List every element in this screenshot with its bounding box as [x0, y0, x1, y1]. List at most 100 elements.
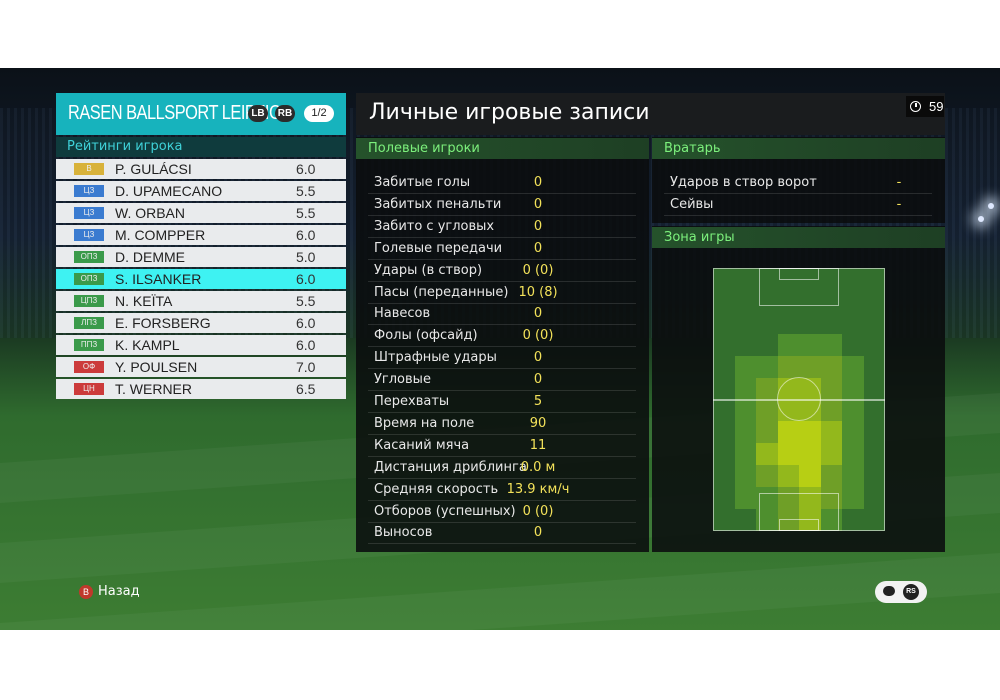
heatmap-cell [863, 268, 885, 291]
heatmap-cell [842, 509, 864, 531]
heatmap-cell [713, 443, 735, 466]
team-header: RASEN BALLSPORT LEIPZIG LB RB 1/2 [56, 93, 346, 135]
stat-label: Выносов [374, 525, 433, 541]
heatmap-cell [713, 355, 735, 379]
chat-rs-button[interactable]: RS [875, 581, 927, 603]
rb-button-icon[interactable]: RB [275, 105, 295, 122]
stat-value: 0 [533, 525, 543, 541]
position-badge: ЛПЗ [74, 317, 104, 329]
stat-row: Голевые передачи 0 [368, 238, 636, 260]
heatmap-cell [756, 399, 778, 422]
heatmap-cell [863, 355, 885, 379]
heatmap-cell [734, 443, 757, 466]
stat-row: Удары (в створ) 0 (0) [368, 260, 636, 282]
stat-value: 90 [529, 415, 547, 431]
goalkeeper-title: Вратарь [652, 138, 945, 159]
heatmap-cell [820, 311, 843, 335]
player-rating: 6.0 [296, 315, 316, 331]
player-name: K. KAMPL [115, 337, 180, 353]
heatmap-cell [842, 355, 864, 379]
player-row[interactable]: ППЗ K. KAMPL 6.0 [56, 335, 346, 355]
heatmap-cell [734, 465, 757, 488]
field-line [779, 268, 819, 280]
page-title: Личные игровые записи [369, 100, 650, 125]
heatmap-cell [713, 465, 735, 488]
stat-value: 0 [533, 218, 543, 234]
page-indicator: 1/2 [304, 105, 334, 122]
heatmap-cell [799, 443, 821, 466]
heatmap-cell [842, 289, 864, 313]
stat-value: 5 [533, 394, 543, 409]
heatmap-cell [756, 311, 778, 335]
heatmap-cell [799, 289, 821, 313]
heatmap-cell [713, 289, 735, 313]
player-rating: 5.0 [296, 249, 316, 265]
heatmap-cell [756, 377, 778, 400]
player-row[interactable]: ОПЗ S. ILSANKER 6.0 [56, 269, 346, 289]
player-name: W. ORBAN [115, 205, 186, 221]
player-rating: 6.0 [296, 161, 316, 177]
player-row[interactable]: ЦЗ W. ORBAN 5.5 [56, 203, 346, 223]
goalkeeper-panel: Вратарь Ударов в створ ворот - Сейвы - [652, 137, 945, 223]
stat-label: Время на поле [374, 415, 475, 431]
player-name: Y. POULSEN [115, 359, 198, 375]
heatmap-cell [713, 377, 735, 400]
heatmap-cell [863, 311, 885, 335]
player-row[interactable]: ЦЗ D. UPAMECANO 5.5 [56, 181, 346, 201]
stat-label: Перехваты [374, 394, 450, 409]
heatmap-cell [756, 421, 778, 444]
heatmap-cell [820, 377, 843, 400]
field-line [779, 519, 819, 531]
player-row[interactable]: ОПЗ D. DEMME 5.0 [56, 247, 346, 267]
heatmap-cell [820, 355, 843, 379]
heatmap-cell [842, 465, 864, 488]
stat-label: Фолы (офсайд) [374, 328, 478, 344]
chat-icon [883, 586, 895, 596]
timer-value: 59 [929, 99, 944, 114]
stat-value: 0 (0) [522, 328, 554, 344]
player-name: T. WERNER [115, 381, 192, 397]
heatmap-cell [756, 289, 778, 313]
heatmap-cell [756, 333, 778, 357]
heatmap-cell [713, 399, 735, 422]
heatmap-cell [799, 465, 821, 488]
player-rating: 7.0 [296, 359, 316, 375]
player-name: P. GULÁCSI [115, 161, 192, 177]
back-label: Назад [98, 584, 140, 599]
heatmap-cell [820, 487, 843, 510]
heatmap-cell [863, 509, 885, 531]
player-row[interactable]: ЦЗ M. COMPPER 6.0 [56, 225, 346, 245]
heatmap-cell [842, 377, 864, 400]
player-row[interactable]: ЛПЗ E. FORSBERG 6.0 [56, 313, 346, 333]
heatmap-cell [863, 333, 885, 357]
heatmap-cell [863, 421, 885, 444]
player-row[interactable]: В P. GULÁCSI 6.0 [56, 159, 346, 179]
heatmap-cell [820, 289, 843, 313]
player-row[interactable]: ОФ Y. POULSEN 7.0 [56, 357, 346, 377]
stat-value: 0 (0) [522, 503, 554, 519]
player-rating: 6.0 [296, 271, 316, 287]
player-row[interactable]: ЦПЗ N. KEÏTA 5.5 [56, 291, 346, 311]
heatmap-cell [713, 333, 735, 357]
heatmap [713, 268, 885, 531]
stat-label: Средняя скорость [374, 481, 499, 497]
rs-stick-icon: RS [903, 584, 919, 600]
stat-row: Забитых пенальти 0 [368, 194, 636, 216]
gk-stat-row: Сейвы - [664, 194, 932, 216]
stat-row: Касаний мяча 11 [368, 435, 636, 457]
position-badge: ЦЗ [74, 207, 104, 219]
stat-row: Забитые голы 0 [368, 172, 636, 194]
heatmap-cell [842, 333, 864, 357]
heatmap-cell [820, 509, 843, 531]
field-stats-panel: Полевые игроки Забитые голы 0 Забитых пена… [356, 137, 649, 552]
lb-button-icon[interactable]: LB [248, 105, 268, 122]
stat-value: 0 [533, 350, 543, 366]
heatmap-cell [756, 487, 778, 510]
clock-icon [910, 101, 921, 112]
player-row[interactable]: ЦН T. WERNER 6.5 [56, 379, 346, 399]
stat-value: 0 [533, 240, 543, 256]
heatmap-cell [713, 268, 735, 291]
heatmap-cell [777, 421, 800, 444]
heatmap-cell [777, 487, 800, 510]
player-name: D. UPAMECANO [115, 183, 223, 199]
